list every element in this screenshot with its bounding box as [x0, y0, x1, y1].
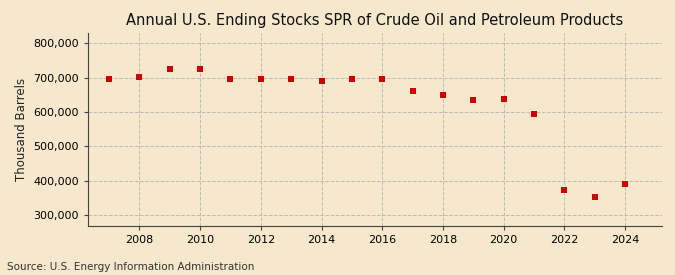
Point — [620, 182, 630, 186]
Point — [346, 77, 357, 82]
Point — [559, 188, 570, 192]
Title: Annual U.S. Ending Stocks SPR of Crude Oil and Petroleum Products: Annual U.S. Ending Stocks SPR of Crude O… — [126, 13, 623, 28]
Point — [589, 195, 600, 200]
Point — [194, 67, 205, 71]
Point — [134, 75, 144, 79]
Point — [407, 89, 418, 94]
Point — [286, 77, 296, 81]
Point — [255, 77, 266, 81]
Point — [164, 67, 175, 71]
Point — [498, 97, 509, 101]
Point — [103, 77, 114, 82]
Point — [225, 77, 236, 81]
Point — [377, 77, 387, 82]
Y-axis label: Thousand Barrels: Thousand Barrels — [15, 78, 28, 181]
Point — [316, 79, 327, 83]
Point — [468, 98, 479, 102]
Point — [529, 112, 539, 116]
Text: Source: U.S. Energy Information Administration: Source: U.S. Energy Information Administ… — [7, 262, 254, 272]
Point — [437, 93, 448, 97]
